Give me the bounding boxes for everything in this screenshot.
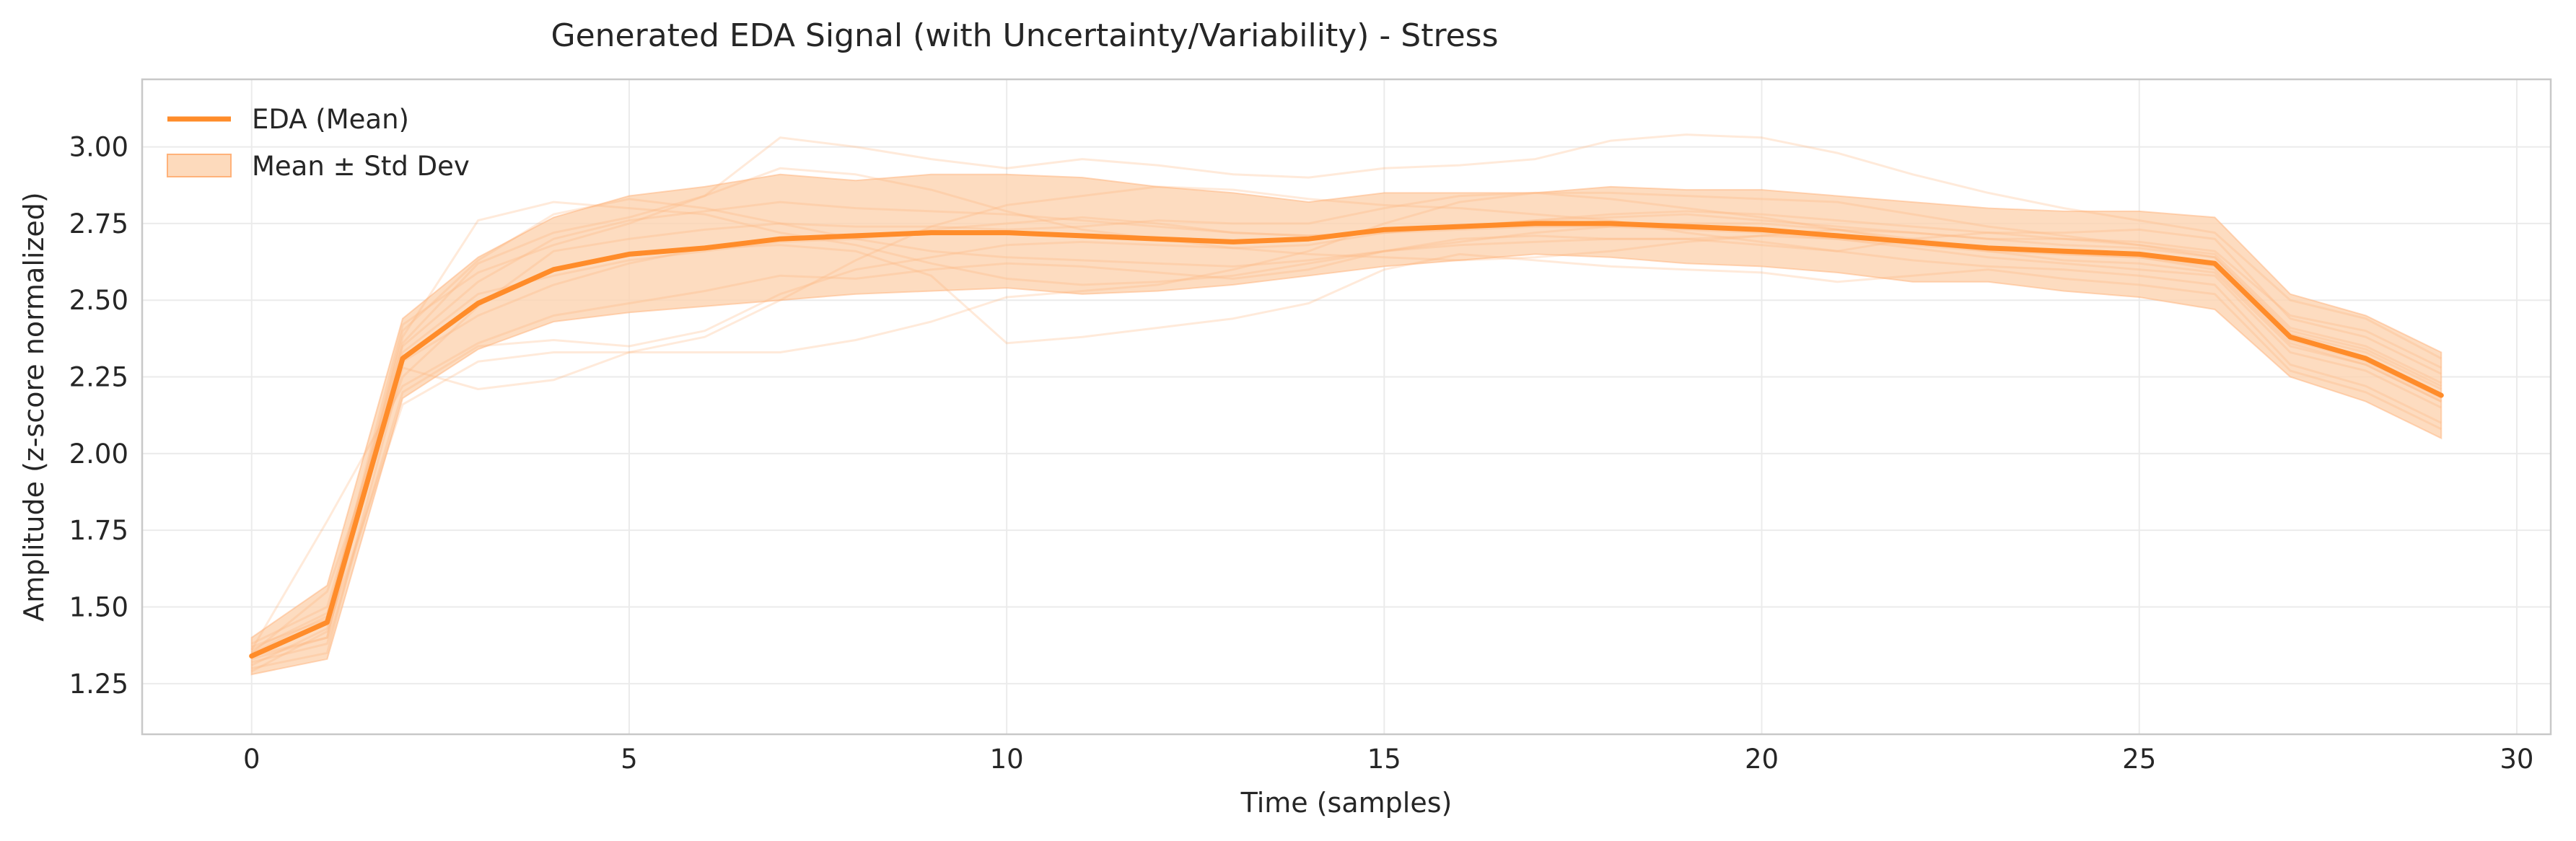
mean-line-layer [249,221,2444,659]
legend-mean-label: EDA (Mean) [252,104,409,135]
y-tick-label: 2.25 [69,362,128,393]
x-tick-label: 5 [621,744,638,775]
sample-line [251,185,2442,670]
sample-line [251,244,2442,666]
sample-line [250,191,2442,654]
y-tick-label: 1.25 [69,669,128,700]
sample-line [251,167,2442,648]
x-axis-label: Time (samples) [1240,787,1453,819]
y-axis-label: Amplitude (z-score normalized) [18,192,50,621]
std-band-layer [250,173,2443,676]
x-tick-labels: 0 5 10 15 20 25 30 [243,744,2534,775]
sample-line [251,210,2442,664]
std-dev-band [250,173,2443,676]
y-tick-label: 1.50 [69,592,128,623]
x-tick-label: 20 [1745,744,1779,775]
plot-frame [141,78,2552,736]
x-tick-label: 25 [2122,744,2156,775]
chart-title: Generated EDA Signal (with Uncertainty/V… [551,17,1499,54]
sample-line [250,234,2442,651]
sample-line [251,198,2442,661]
y-tick-label: 2.00 [69,439,128,470]
y-tick-label: 2.50 [69,285,128,316]
x-tick-label: 10 [990,744,1024,775]
x-tick-label: 15 [1367,744,1401,775]
x-tick-label: 30 [2500,744,2533,775]
y-tick-labels: 1.25 1.50 1.75 2.00 2.25 2.50 2.75 3.00 [69,132,128,700]
sample-line [251,201,2442,654]
sample-line [251,133,2443,658]
legend-band-swatch [167,154,232,177]
y-tick-label: 2.75 [69,208,128,239]
y-tick-label: 3.00 [69,132,128,163]
legend-band-label: Mean ± Std Dev [252,151,470,182]
mean-line [249,221,2444,659]
y-tick-label: 1.75 [69,515,128,546]
sample-line [250,191,2442,673]
legend: EDA (Mean) Mean ± Std Dev [167,104,470,182]
x-tick-label: 0 [243,744,260,775]
